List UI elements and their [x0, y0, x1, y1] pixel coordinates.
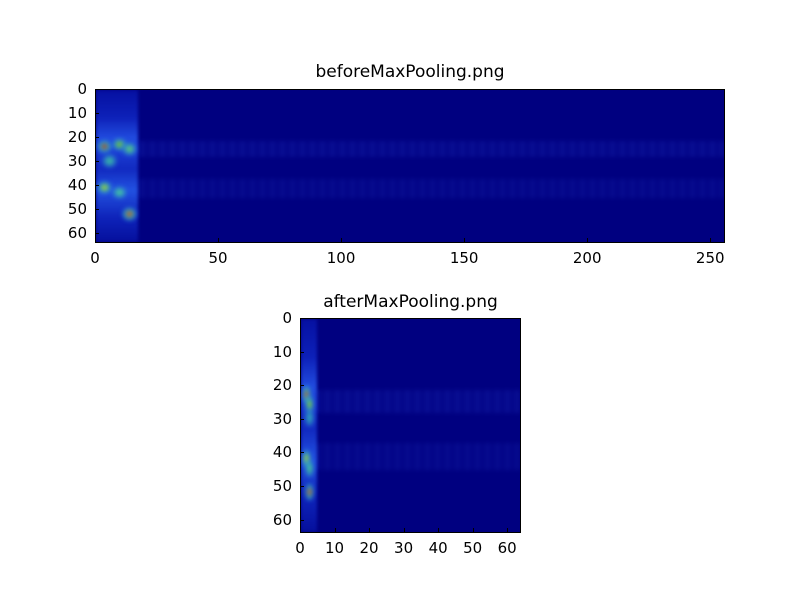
heatmap-hotspot [97, 180, 112, 195]
y-tick-mark [300, 520, 304, 521]
y-tick-label: 20 [272, 376, 292, 395]
heatmap-hotspot [305, 482, 315, 502]
y-tick-label: 10 [272, 342, 292, 361]
x-tick-label: 50 [208, 249, 228, 267]
y-tick-label: 0 [77, 80, 87, 98]
y-tick-label: 40 [272, 443, 292, 462]
x-tick-label: 40 [428, 539, 448, 557]
x-tick-label: 150 [449, 249, 479, 267]
x-tick-label: 200 [572, 249, 602, 267]
heatmap-image-after [301, 319, 520, 532]
y-tick-label: 20 [67, 128, 87, 147]
y-tick-mark [95, 209, 99, 210]
y-tick-label: 10 [67, 104, 87, 123]
y-tick-mark [300, 486, 304, 487]
heatmap-hotspot [121, 142, 137, 156]
heatmap-hotspot [301, 449, 311, 468]
x-tick-mark [710, 238, 711, 242]
x-tick-mark [587, 238, 588, 242]
heatmap-after-max-pooling [300, 318, 521, 533]
x-tick-label: 50 [463, 539, 483, 557]
x-tick-mark [95, 238, 96, 242]
x-tick-mark [369, 528, 370, 532]
heatmap-band [96, 179, 724, 199]
y-tick-mark [300, 318, 304, 319]
heatmap-band [301, 389, 520, 414]
x-tick-label: 250 [695, 249, 725, 267]
heatmap-hotspot [301, 385, 311, 404]
heatmap-hotspot [97, 139, 112, 154]
x-tick-mark [438, 528, 439, 532]
chart-title-after: afterMaxPooling.png [323, 292, 498, 312]
heatmap-hotspot [305, 459, 315, 478]
x-tick-mark [404, 528, 405, 532]
x-tick-label: 30 [394, 539, 414, 557]
heatmap-hotspot [121, 207, 137, 221]
x-tick-label: 20 [359, 539, 379, 557]
x-tick-mark [464, 238, 465, 242]
y-tick-label: 60 [67, 224, 87, 243]
heatmap-hotspot [305, 395, 315, 414]
y-tick-mark [95, 185, 99, 186]
x-tick-mark [218, 238, 219, 242]
y-tick-mark [95, 89, 99, 90]
y-tick-label: 0 [282, 309, 292, 327]
x-tick-label: 0 [90, 249, 100, 267]
y-tick-label: 60 [272, 510, 292, 529]
x-tick-mark [335, 528, 336, 532]
x-tick-mark [473, 528, 474, 532]
x-tick-label: 10 [324, 539, 345, 557]
y-tick-label: 30 [67, 152, 87, 171]
x-tick-label: 60 [497, 539, 517, 557]
heatmap-band [301, 443, 520, 471]
y-tick-label: 30 [272, 409, 292, 428]
y-tick-label: 40 [67, 176, 87, 195]
heatmap-before-max-pooling [95, 89, 725, 243]
heatmap-hotspot [111, 185, 127, 199]
heatmap-hotspot [102, 154, 117, 168]
y-tick-mark [95, 233, 99, 234]
heatmap-band [96, 140, 724, 158]
y-tick-mark [300, 352, 304, 353]
heatmap-hotspot [305, 408, 315, 428]
y-tick-mark [95, 137, 99, 138]
x-tick-label: 100 [326, 249, 356, 267]
y-tick-label: 50 [272, 476, 292, 495]
y-tick-mark [300, 452, 304, 453]
x-tick-label: 0 [295, 539, 305, 557]
y-tick-mark [300, 419, 304, 420]
x-tick-mark [300, 528, 301, 532]
y-tick-mark [95, 113, 99, 114]
heatmap-image-before [96, 90, 724, 242]
y-tick-label: 50 [67, 200, 87, 219]
y-tick-mark [300, 385, 304, 386]
y-tick-mark [95, 161, 99, 162]
chart-title-before: beforeMaxPooling.png [315, 62, 505, 82]
x-tick-mark [341, 238, 342, 242]
x-tick-mark [507, 528, 508, 532]
